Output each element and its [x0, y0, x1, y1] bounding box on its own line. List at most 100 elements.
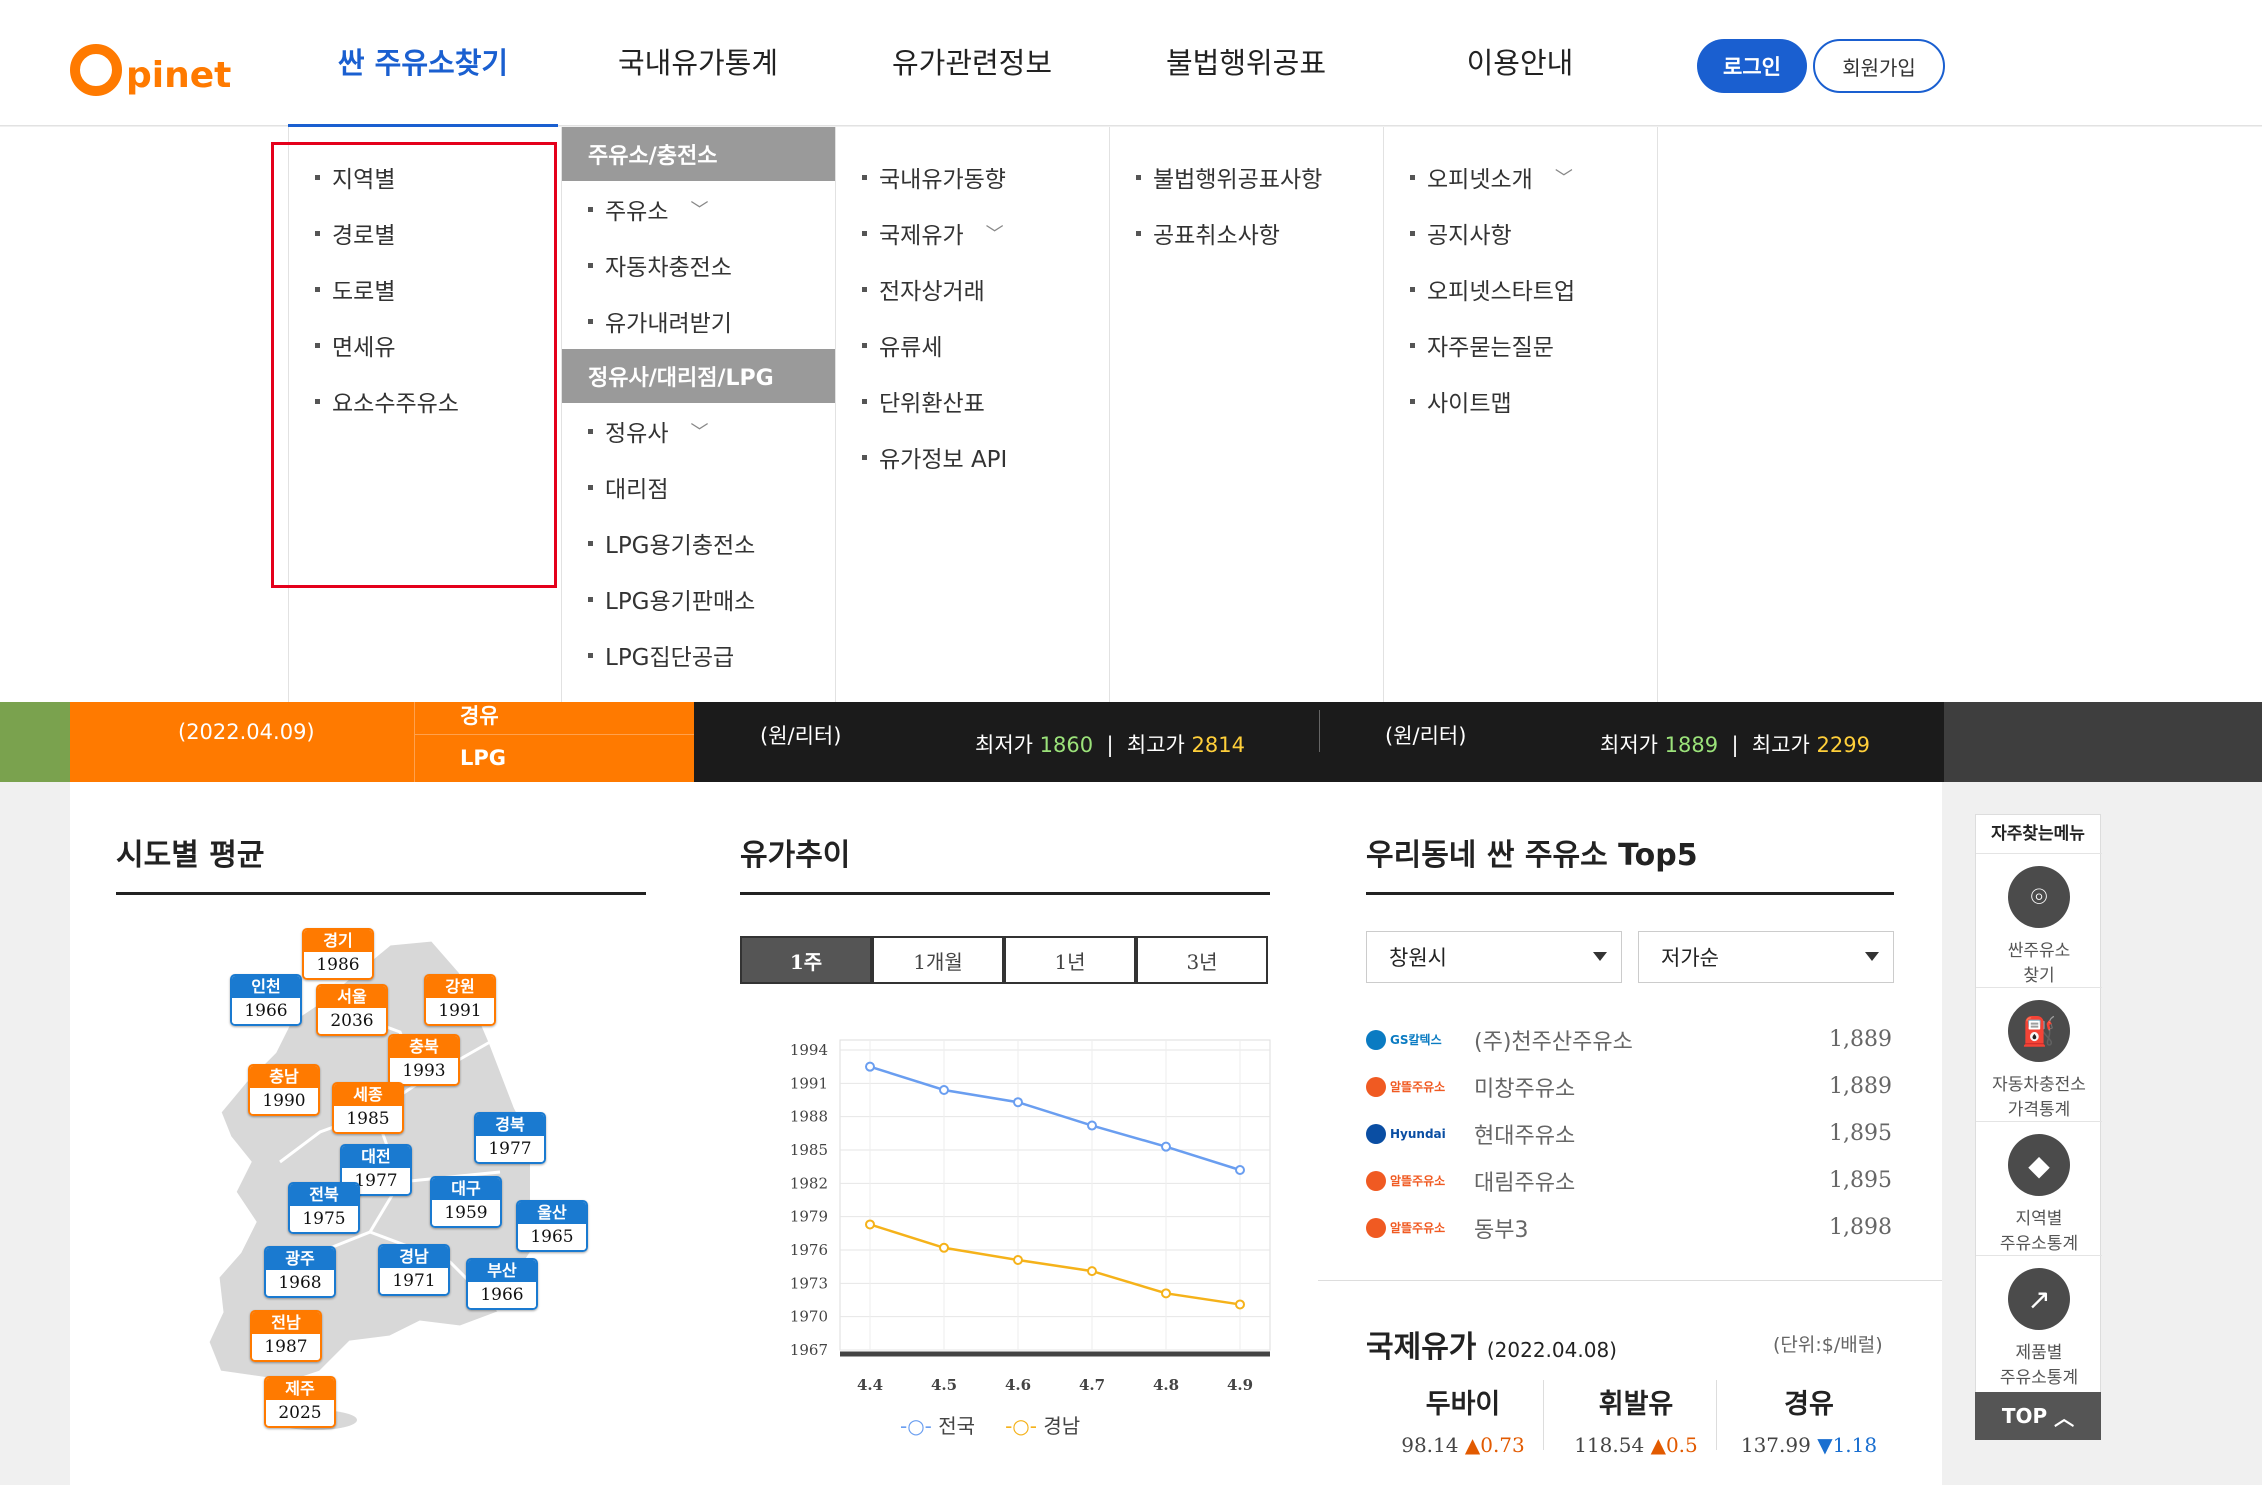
region-price: 1966 — [468, 1282, 536, 1308]
station-row[interactable]: 알뜰주유소 미창주유소 1,889 — [1366, 1063, 1892, 1110]
region-badge[interactable]: 세종 1985 — [332, 1082, 404, 1134]
banner-range-2: 최저가 1889 | 최고가 2299 — [1600, 733, 1870, 757]
banner-tab-divider — [414, 734, 694, 735]
menu-item-ev-charger[interactable]: 자동차충전소 — [562, 237, 835, 293]
menu-item-route[interactable]: 경로별 — [289, 205, 561, 261]
region-badge[interactable]: 강원 1991 — [424, 974, 496, 1026]
region-badge[interactable]: 경북 1977 — [474, 1112, 546, 1164]
series-line — [869, 1223, 1241, 1306]
nav-illegal-disclosure[interactable]: 불법행위공표 — [1165, 46, 1327, 80]
nav-price-info[interactable]: 유가관련정보 — [891, 46, 1053, 80]
region-badge[interactable]: 경남 1971 — [378, 1244, 450, 1296]
menu-item-price-api[interactable]: 유가정보 API — [836, 429, 1109, 485]
region-badge[interactable]: 전남 1987 — [250, 1310, 322, 1362]
quick-label: 제품별 — [2015, 1343, 2063, 1363]
menu-item-intl-price[interactable]: 국제유가 ﹀ — [836, 205, 1109, 261]
quick-menu-item[interactable]: ⛽ 자동차충전소 가격통계 — [1976, 987, 2102, 1121]
data-point — [1161, 1141, 1171, 1152]
menu-item-price-download[interactable]: 유가내려받기 — [562, 293, 835, 349]
menu-item-taxfree[interactable]: 면세유 — [289, 317, 561, 373]
region-badge[interactable]: 경기 1986 — [302, 928, 374, 980]
divider — [1716, 1380, 1717, 1450]
menu-col-domestic-stats: 주유소/충전소 주유소 ﹀ 자동차충전소 유가내려받기 정유사/대리점/LPG 정… — [562, 127, 836, 702]
region-badge[interactable]: 제주 2025 — [264, 1376, 336, 1428]
title-underline — [116, 892, 646, 895]
menu-item-about[interactable]: 오피넷소개 ﹀ — [1384, 149, 1657, 205]
tab-3year[interactable]: 3년 — [1136, 936, 1268, 984]
top-button[interactable]: TOP ︿ — [1975, 1392, 2101, 1440]
menu-item-unit-convert[interactable]: 단위환산표 — [836, 373, 1109, 429]
menu-item-region[interactable]: 지역별 — [289, 149, 561, 205]
menu-item-lpg-fill[interactable]: LPG용기충전소 — [562, 515, 835, 571]
sort-select[interactable]: 저가순 — [1638, 931, 1894, 983]
station-row[interactable]: Hyundai Oilbank 현대주유소 1,895 — [1366, 1110, 1892, 1157]
data-point — [1161, 1288, 1171, 1299]
menu-item-illegal-list[interactable]: 불법행위공표사항 — [1110, 149, 1383, 205]
menu-item-lpg-sale[interactable]: LPG용기판매소 — [562, 571, 835, 627]
region-name: 광주 — [266, 1248, 334, 1270]
menu-item-urea[interactable]: 요소수주유소 — [289, 373, 561, 429]
menu-item-fuel-tax[interactable]: 유류세 — [836, 317, 1109, 373]
station-row[interactable]: GS칼텍스 (주)천주산주유소 1,889 — [1366, 1016, 1892, 1063]
region-badge[interactable]: 서울 2036 — [316, 984, 388, 1036]
menu-item-cancel-list[interactable]: 공표취소사항 — [1110, 205, 1383, 261]
region-badge[interactable]: 광주 1968 — [264, 1246, 336, 1298]
top5-panel: 우리동네 싼 주유소 Top5 — [1318, 782, 1942, 1485]
price-banner: (2022.04.09) 경유 LPG (원/리터) 최저가 1860 | 최고… — [0, 702, 2262, 782]
nav-domestic-stats[interactable]: 국내유가통계 — [617, 46, 779, 80]
menu-item-road[interactable]: 도로별 — [289, 261, 561, 317]
quick-menu-item[interactable]: ◆ 지역별 주유소통계 — [1976, 1121, 2102, 1255]
region-price: 1977 — [476, 1136, 544, 1162]
station-row[interactable]: 알뜰주유소 동부3 1,898 — [1366, 1204, 1892, 1251]
station-name: 동부3 — [1474, 1217, 1529, 1243]
quick-menu-item[interactable]: ↗ 제품별 주유소통계 — [1976, 1255, 2102, 1389]
menu-item-domestic-trend[interactable]: 국내유가동향 — [836, 149, 1109, 205]
tab-1year[interactable]: 1년 — [1004, 936, 1136, 984]
station-row[interactable]: 알뜰주유소 대림주유소 1,895 — [1366, 1157, 1892, 1204]
y-tick-label: 1976 — [790, 1241, 828, 1259]
menu-item-startup[interactable]: 오피넷스타트업 — [1384, 261, 1657, 317]
region-name: 전북 — [290, 1184, 358, 1206]
region-badge[interactable]: 충북 1993 — [388, 1034, 460, 1086]
region-badge[interactable]: 부산 1966 — [466, 1258, 538, 1310]
menu-item-refinery[interactable]: 정유사 ﹀ — [562, 403, 835, 459]
banner-unit-2: (원/리터) — [1385, 724, 1467, 748]
region-name: 대전 — [342, 1146, 410, 1168]
data-point — [939, 1242, 949, 1253]
quick-menu: 자주찾는메뉴 ⌾ 싼주유소 찾기 ⛽ 자동차충전소 가격통계 ◆ 지역별 주유소통계 ↗ 제품별 주유… — [1975, 814, 2102, 1439]
region-badge[interactable]: 전북 1975 — [288, 1182, 360, 1234]
region-name: 경기 — [304, 930, 372, 952]
intl-title: 국제유가 (2022.04.08) — [1366, 1330, 1617, 1365]
quick-menu-item[interactable]: ⌾ 싼주유소 찾기 — [1976, 853, 2102, 987]
menu-item-notice[interactable]: 공지사항 — [1384, 205, 1657, 261]
intl-unit: (단위:$/배럴) — [1773, 1334, 1883, 1356]
region-badge[interactable]: 대구 1959 — [430, 1176, 502, 1228]
menu-item-ecommerce[interactable]: 전자상거래 — [836, 261, 1109, 317]
nav-guide[interactable]: 이용안내 — [1466, 46, 1574, 80]
region-price: 1959 — [432, 1200, 500, 1226]
nav-cheap-station[interactable]: 싼 주유소찾기 — [337, 46, 509, 80]
join-button[interactable]: 회원가입 — [1813, 39, 1945, 93]
data-point — [939, 1085, 949, 1095]
banner-divider-2 — [1319, 710, 1320, 752]
region-badge[interactable]: 울산 1965 — [516, 1200, 588, 1252]
fuel-tab-diesel[interactable]: 경유 — [460, 704, 499, 728]
menu-item-agency[interactable]: 대리점 — [562, 459, 835, 515]
tab-1month[interactable]: 1개월 — [872, 936, 1004, 984]
menu-item-faq[interactable]: 자주묻는질문 — [1384, 317, 1657, 373]
region-select[interactable]: 창원시 — [1366, 931, 1622, 983]
x-tick-label: 4.9 — [1227, 1376, 1253, 1394]
opinet-logo[interactable]: pinet — [70, 26, 231, 96]
login-button[interactable]: 로그인 — [1697, 39, 1807, 93]
menu-item-gas-station[interactable]: 주유소 ﹀ — [562, 181, 835, 237]
nav-active-underline — [288, 124, 558, 128]
region-badge[interactable]: 충남 1990 — [248, 1064, 320, 1116]
y-tick-label: 1970 — [790, 1308, 828, 1326]
tab-1week[interactable]: 1주 — [740, 936, 872, 984]
x-tick-label: 4.5 — [931, 1376, 957, 1394]
menu-item-sitemap[interactable]: 사이트맵 — [1384, 373, 1657, 429]
menu-item-lpg-group[interactable]: LPG집단공급 — [562, 627, 835, 683]
region-badge[interactable]: 인천 1966 — [230, 974, 302, 1026]
region-price: 1986 — [304, 952, 372, 978]
fuel-tab-lpg[interactable]: LPG — [460, 746, 507, 770]
